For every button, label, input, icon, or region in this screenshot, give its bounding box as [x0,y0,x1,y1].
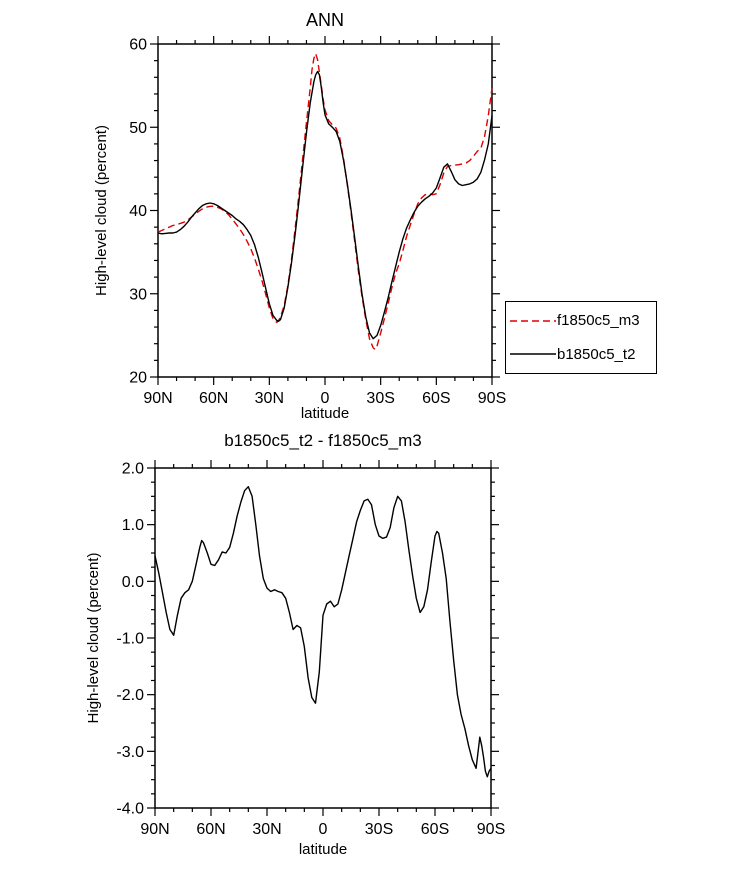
svg-text:60S: 60S [421,821,449,838]
svg-text:latitude: latitude [299,841,347,858]
ann-chart: 90N 60N 30N 0 30S 60S 90S 20 30 40 50 60 ANN latitude… [0,0,733,430]
svg-text:-3.0: -3.0 [116,744,144,761]
svg-text:30S: 30S [366,390,394,407]
legend-item: f1850c5_m3 [506,306,656,336]
svg-text:0.0: 0.0 [122,574,144,591]
svg-text:1.0: 1.0 [122,517,144,534]
svg-text:0: 0 [321,390,330,407]
svg-text:40: 40 [129,203,147,220]
svg-text:90S: 90S [478,390,506,407]
svg-text:High-level cloud (percent): High-level cloud (percent) [93,125,110,296]
svg-text:90S: 90S [477,821,505,838]
svg-text:ANN: ANN [306,10,344,30]
legend-label: f1850c5_m3 [557,312,640,330]
legend: f1850c5_m3 b1850c5_t2 [505,301,657,374]
ann-chart-svg: 90N 60N 30N 0 30S 60S 90S 20 30 40 50 60 ANN latitude… [93,10,506,422]
svg-text:-1.0: -1.0 [116,631,144,648]
svg-text:0: 0 [319,821,328,838]
red-dashed-line-sample-icon [509,316,557,326]
difference-chart-svg: 90N 60N 30N 0 30S 60S 90S 2.0 1.0 0.0 -1.0 -2.0 -3.0… [85,431,505,858]
svg-text:b1850c5_t2 - f1850c5_m3: b1850c5_t2 - f1850c5_m3 [224,431,422,450]
svg-text:60: 60 [129,37,147,54]
svg-text:90N: 90N [143,390,172,407]
difference-chart: 90N 60N 30N 0 30S 60S 90S 2.0 1.0 0.0 -1.0 -2.0 -3.0… [0,430,733,869]
svg-text:30S: 30S [365,821,393,838]
svg-text:60N: 60N [196,821,225,838]
svg-text:90N: 90N [140,821,169,838]
svg-text:20: 20 [129,370,147,387]
svg-text:30N: 30N [255,390,284,407]
svg-text:-2.0: -2.0 [116,687,144,704]
svg-text:60S: 60S [422,390,450,407]
svg-text:30N: 30N [252,821,281,838]
black-solid-line-sample-icon [509,349,557,359]
legend-item: b1850c5_t2 [506,339,656,369]
svg-text:-4.0: -4.0 [116,801,144,818]
svg-text:High-level cloud (percent): High-level cloud (percent) [85,553,102,724]
svg-text:60N: 60N [199,390,228,407]
svg-text:latitude: latitude [301,405,349,422]
svg-text:30: 30 [129,286,147,303]
svg-text:50: 50 [129,120,147,137]
svg-text:2.0: 2.0 [122,461,144,478]
legend-label: b1850c5_t2 [557,345,636,363]
